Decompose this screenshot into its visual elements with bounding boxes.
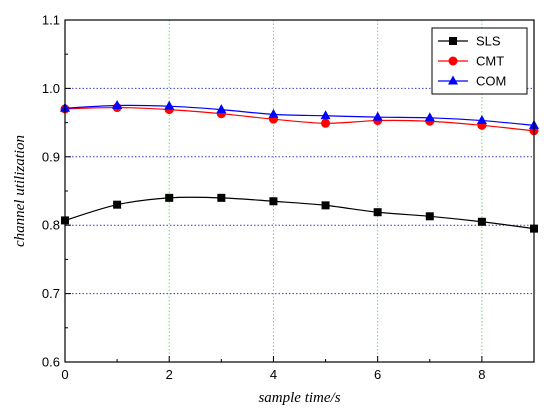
data-point-com	[476, 115, 487, 125]
data-point-com	[112, 100, 123, 109]
data-point-cmt	[321, 118, 331, 128]
x-tick-label: 2	[166, 367, 173, 382]
legend-label-com: COM	[476, 74, 506, 89]
y-axis-title: channel utilization	[12, 135, 28, 247]
data-point-com	[372, 111, 383, 121]
series-line-cmt	[64, 106, 535, 132]
y-tick-label: 0.9	[42, 149, 60, 164]
y-tick-label: 1.1	[42, 13, 60, 28]
series-line-sls	[64, 196, 535, 230]
data-point-com	[216, 104, 227, 114]
x-tick-label: 8	[478, 367, 485, 382]
series-layer	[60, 100, 539, 233]
data-point-sls	[477, 217, 486, 226]
legend-marker-sls	[449, 37, 457, 45]
y-tick-label: 0.6	[42, 355, 60, 370]
x-tick-label: 0	[61, 367, 68, 382]
data-point-sls	[165, 193, 174, 202]
series-com	[60, 100, 539, 129]
y-tick-label: 0.8	[42, 218, 60, 233]
series-line-com	[64, 104, 535, 126]
x-tick-label: 4	[270, 367, 277, 382]
data-point-sls	[425, 212, 434, 221]
y-tick-label: 1.0	[42, 81, 60, 96]
data-point-com	[164, 100, 175, 110]
data-point-com	[320, 110, 331, 120]
x-tick-label: 6	[374, 367, 381, 382]
x-axis-title: sample time/s	[258, 390, 340, 406]
axis-ticks: 0 2 4 6 8 0.6 0.7 0.8 0.9 1.0 1.1	[42, 13, 486, 383]
legend-marker-cmt	[448, 56, 458, 66]
legend-label-cmt: CMT	[476, 54, 504, 69]
legend-marker-com	[448, 75, 458, 85]
legend-label-sls: SLS	[476, 34, 501, 49]
data-point-sls	[113, 200, 122, 209]
data-point-sls	[321, 201, 330, 210]
data-point-com	[424, 112, 435, 122]
legend: SLS CMT COM	[431, 27, 528, 95]
series-sls	[61, 193, 538, 233]
plot-frame	[64, 19, 535, 363]
data-point-sls	[269, 197, 278, 206]
y-tick-label: 0.7	[42, 286, 60, 301]
data-point-sls	[373, 208, 382, 217]
data-point-com	[268, 108, 279, 118]
data-point-sls	[217, 193, 226, 202]
